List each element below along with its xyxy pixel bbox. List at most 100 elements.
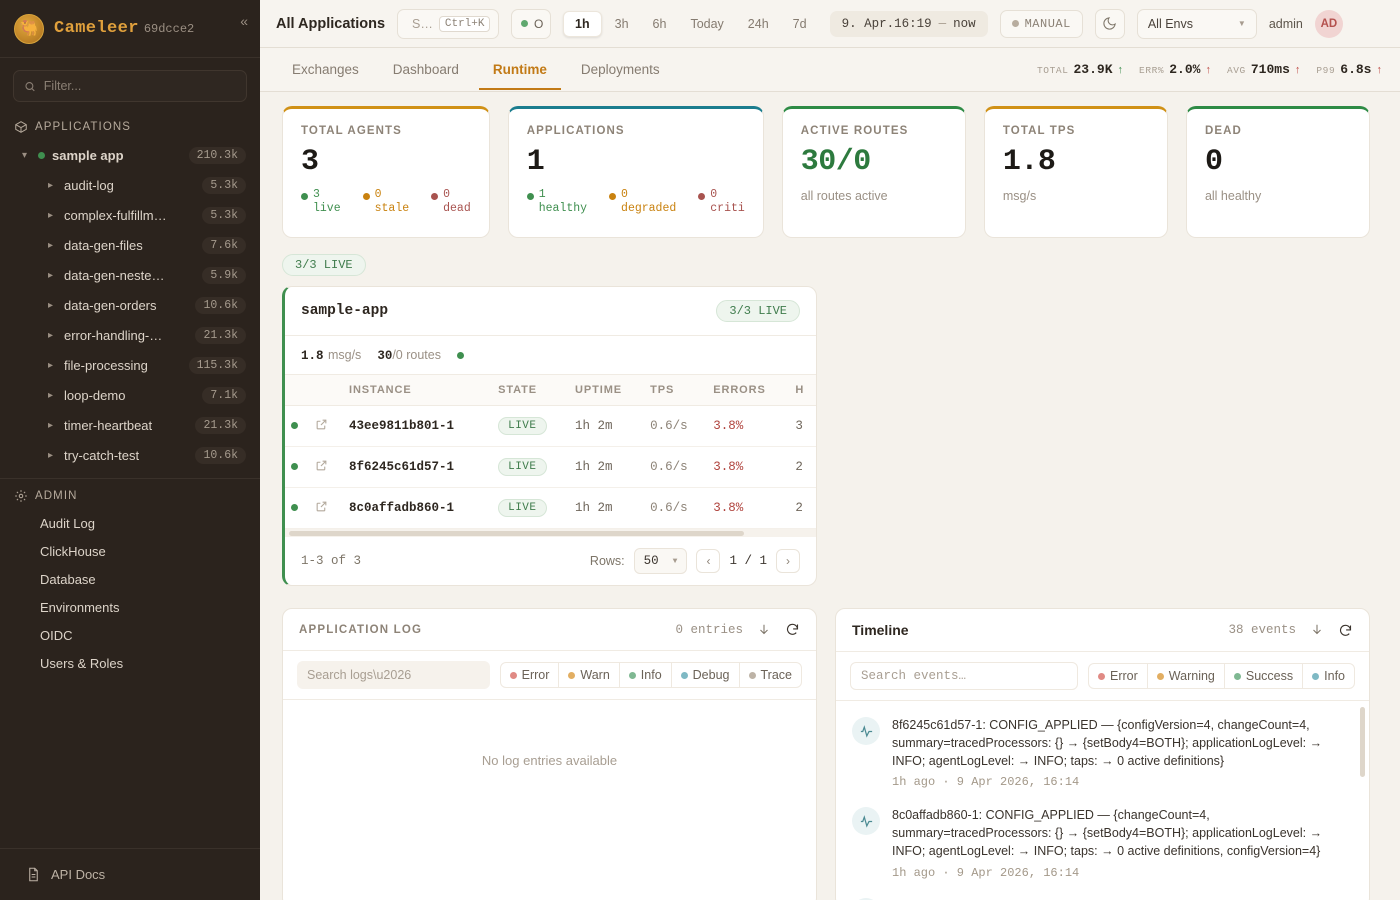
refresh-icon[interactable]	[785, 622, 800, 637]
sidebar-item-environments[interactable]: Environments	[40, 599, 120, 615]
refresh-icon[interactable]	[1338, 623, 1353, 638]
external-link-icon[interactable]	[315, 459, 328, 472]
range-button-7d[interactable]: 7d	[782, 12, 818, 36]
external-link-icon[interactable]	[315, 418, 328, 431]
level-filter-warn[interactable]: Warn	[559, 663, 620, 687]
filter-box[interactable]	[13, 70, 247, 102]
state-badge: LIVE	[498, 458, 547, 476]
range-button-1h[interactable]: 1h	[563, 10, 602, 37]
tab-exchanges[interactable]: Exchanges	[292, 61, 359, 77]
trend-up-icon: ↑	[1294, 64, 1301, 76]
sidebar-item-audit-log[interactable]: ▸ audit-log 5.3k	[0, 170, 260, 200]
sidebar-item-loop-demo[interactable]: ▸ loop-demo 7.1k	[0, 380, 260, 410]
timeline-scrollbar[interactable]	[1360, 707, 1365, 777]
range-button-today[interactable]: Today	[679, 12, 734, 36]
search-icon	[25, 81, 35, 91]
header-metrics: TOTAL 23.9K ↑ ERR% 2.0% ↑ AVG 710ms ↑ P99 6.8s ↑	[1037, 62, 1382, 77]
download-icon[interactable]	[1310, 623, 1324, 637]
live-chip-row: 3/3 LIVE	[282, 254, 1370, 276]
previous-page-button[interactable]: ‹	[696, 549, 721, 573]
timeline-event[interactable]: 8c0affadb860-1: CONFIG_APPLIED — {change…	[836, 795, 1369, 885]
sidebar-item-data-gen-neste-[interactable]: ▸ data-gen-neste… 5.9k	[0, 260, 260, 290]
cell-instance: 8f6245c61d57-1	[343, 446, 493, 488]
instances-table: INSTANCE STATE UPTIME TPS ERRORS H 43ee9811b8…	[285, 375, 816, 529]
sidebar-item-file-processing[interactable]: ▸ file-processing 115.3k	[0, 350, 260, 380]
timeline-event[interactable]: 43ee9811b801-1: CONFIG_APPLIED — {change…	[836, 886, 1369, 900]
column-header-instance: INSTANCE	[343, 375, 493, 406]
range-button-24h[interactable]: 24h	[737, 12, 780, 36]
level-filter-success[interactable]: Success	[1225, 664, 1304, 688]
box-icon	[15, 121, 27, 133]
kpi-breakdown: 1 healthy 0 degraded 0 criti	[526, 188, 745, 217]
tab-runtime[interactable]: Runtime	[478, 50, 561, 90]
theme-toggle-button[interactable]	[1094, 8, 1125, 39]
timeline-search-input[interactable]: Search events…	[850, 662, 1079, 690]
level-filter-warning[interactable]: Warning	[1148, 664, 1225, 688]
timeline-event[interactable]: 8f6245c61d57-1: CONFIG_APPLIED — {config…	[836, 705, 1369, 795]
tab-dashboard[interactable]: Dashboard	[392, 61, 459, 77]
sidebar-item-oidc[interactable]: OIDC	[40, 627, 73, 643]
table-horizontal-scrollbar[interactable]	[285, 529, 816, 537]
sidebar-item-database[interactable]: Database	[40, 571, 96, 587]
range-button-3h[interactable]: 3h	[604, 12, 640, 36]
online-dot	[521, 20, 529, 27]
level-filter-error[interactable]: Error	[1089, 664, 1148, 688]
application-tps-value: 1.8	[301, 349, 324, 363]
level-filter-trace[interactable]: Trace	[740, 663, 801, 687]
sidebar-item-count: 5.9k	[202, 266, 246, 284]
table-row[interactable]: 8f6245c61d57-1 LIVE 1h 2m 0.6/s 3.8% 2	[285, 446, 816, 488]
level-filter-debug[interactable]: Debug	[672, 663, 740, 687]
sidebar-item-data-gen-orders[interactable]: ▸ data-gen-orders 10.6k	[0, 290, 260, 320]
kpi-value: 1.8	[1002, 145, 1056, 179]
row-open-cell[interactable]	[309, 487, 343, 529]
log-search-input[interactable]: Search logs\u2026	[297, 661, 490, 689]
connection-status[interactable]: O	[511, 8, 552, 39]
sidebar-item-audit-log[interactable]: Audit Log	[40, 515, 95, 531]
time-window[interactable]: 9. Apr.16:19 — now	[829, 10, 988, 37]
row-open-cell[interactable]	[309, 405, 343, 447]
level-filter-info[interactable]: Info	[1303, 664, 1354, 688]
status-dot	[698, 193, 706, 200]
global-search[interactable]: S… Ctrl+K	[397, 8, 500, 39]
table-row[interactable]: 8c0affadb860-1 LIVE 1h 2m 0.6/s 3.8% 2	[285, 487, 816, 529]
kpi-breakdown-item: 0 criti	[698, 188, 745, 217]
level-filter-info[interactable]: Info	[620, 663, 672, 687]
environment-select[interactable]: All Envs ▼	[1136, 8, 1257, 39]
refresh-mode-toggle[interactable]: MANUAL	[999, 9, 1083, 38]
kpi-breakdown-item: 3 live	[301, 188, 341, 217]
sidebar-item-data-gen-files[interactable]: ▸ data-gen-files 7.6k	[0, 230, 260, 260]
kpi-breakdown-label: criti	[710, 202, 745, 216]
tab-deployments[interactable]: Deployments	[580, 61, 660, 77]
chevrons-left-icon[interactable]: «	[240, 13, 248, 29]
sidebar-item-clickhouse[interactable]: ClickHouse	[40, 543, 106, 559]
timeline-events-list[interactable]: 8f6245c61d57-1: CONFIG_APPLIED — {config…	[836, 701, 1369, 900]
environment-value: All Envs	[1147, 16, 1193, 31]
level-filter-error[interactable]: Error	[501, 663, 560, 687]
level-label: Info	[1324, 669, 1345, 683]
external-link-icon[interactable]	[315, 500, 328, 513]
range-button-6h[interactable]: 6h	[642, 12, 678, 36]
kpi-breakdown-item: 1 healthy	[526, 188, 587, 217]
sidebar-item-try-catch-test[interactable]: ▸ try-catch-test 10.6k	[0, 440, 260, 470]
kpi-breakdown: 3 live 0 stale 0 dead	[301, 188, 471, 217]
sidebar-item-timer-heartbeat[interactable]: ▸ timer-heartbeat 21.3k	[0, 410, 260, 440]
rows-per-page-select[interactable]: 50 ▼	[633, 548, 688, 574]
timeline-level-filters: Error Warning Success Info	[1088, 663, 1355, 689]
sidebar-item-label: try-catch-test	[64, 447, 140, 463]
sidebar-header: 🐫 Cameleer 69dcce2 «	[0, 0, 260, 58]
avatar[interactable]: AD	[1314, 9, 1343, 38]
download-icon[interactable]	[757, 623, 771, 637]
filter-input[interactable]	[43, 79, 236, 93]
sidebar-item-error-handling-[interactable]: ▸ error-handling-… 21.3k	[0, 320, 260, 350]
kpi-breakdown-item: 0 dead	[431, 188, 471, 217]
kpi-card-total-tps: TOTAL TPS 1.8 msg/s	[983, 106, 1168, 238]
level-label: Success	[1245, 669, 1294, 683]
sidebar-item-sample-app[interactable]: ▾ sample app 210.3k	[0, 140, 260, 170]
next-page-button[interactable]: ›	[776, 549, 800, 573]
sidebar-item-api-docs[interactable]: API Docs	[0, 848, 260, 900]
table-row[interactable]: 43ee9811b801-1 LIVE 1h 2m 0.6/s 3.8% 3	[285, 405, 816, 447]
level-label: Error	[1110, 669, 1138, 683]
sidebar-item-complex-fulfillm-[interactable]: ▸ complex-fulfillm… 5.3k	[0, 200, 260, 230]
row-open-cell[interactable]	[309, 446, 343, 488]
sidebar-item-users-roles[interactable]: Users & Roles	[40, 655, 124, 671]
